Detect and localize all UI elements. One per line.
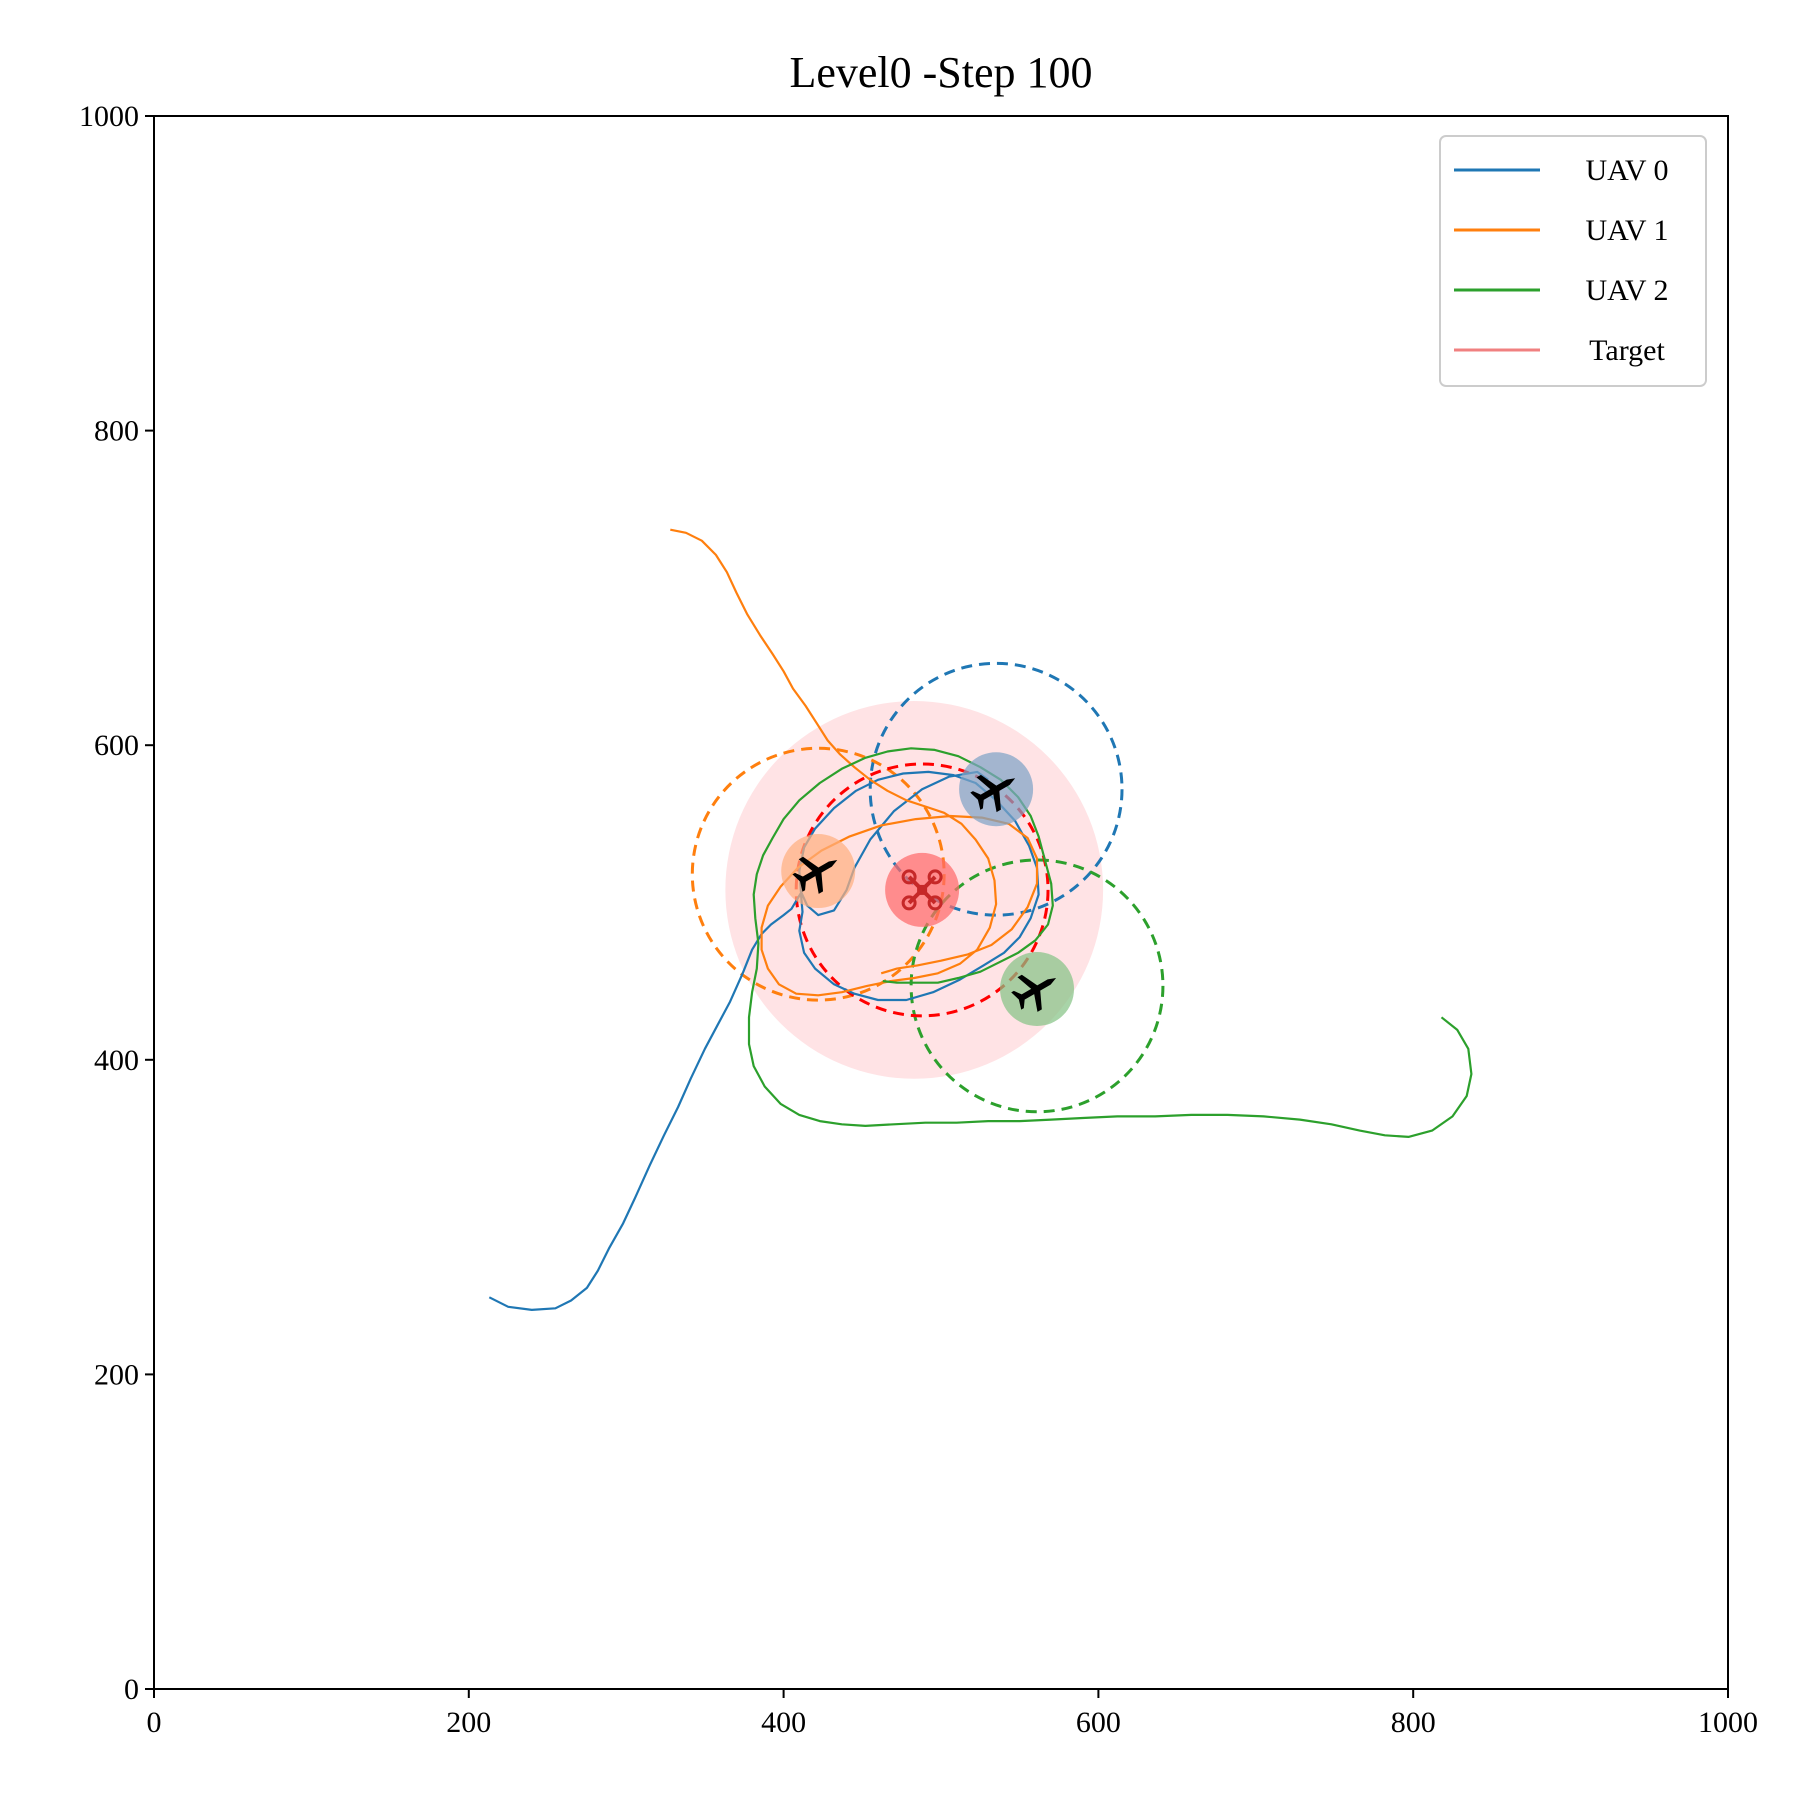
marker-uav-2 xyxy=(1000,952,1075,1027)
legend-entry-uav-1: UAV 1 xyxy=(1454,214,1669,247)
trajectory-uav-1 xyxy=(670,528,1039,997)
y-tick-label: 200 xyxy=(94,1358,139,1391)
position-marker-layer xyxy=(781,752,1075,1027)
legend-label: UAV 0 xyxy=(1585,154,1668,187)
range-circle-uav-2 xyxy=(909,858,1165,1114)
legend-label: UAV 2 xyxy=(1585,274,1668,307)
marker-uav-0 xyxy=(959,752,1034,827)
airplane-icon xyxy=(1011,974,1057,1012)
chart-title: Level0 -Step 100 xyxy=(789,48,1092,97)
legend: UAV 0 UAV 1 UAV 2 Target xyxy=(1439,135,1707,387)
quadcopter-icon xyxy=(901,869,943,911)
legend-label: UAV 1 xyxy=(1585,214,1668,247)
x-tick-label: 400 xyxy=(761,1706,806,1739)
x-tick-label: 200 xyxy=(446,1706,491,1739)
y-tick-label: 800 xyxy=(94,415,139,448)
marker-uav-1 xyxy=(781,834,856,909)
airplane-icon xyxy=(792,856,838,894)
legend-frame xyxy=(1439,135,1707,387)
marker-target xyxy=(885,852,960,927)
axes: 0 200 400 600 800 1000 0 200 400 600 800 1000 xyxy=(79,100,1758,1739)
range-circle-target xyxy=(794,762,1050,1018)
legend-entry-target: Target xyxy=(1454,334,1665,367)
legend-label: Target xyxy=(1589,334,1665,367)
y-tick-label: 400 xyxy=(94,1044,139,1077)
airplane-icon xyxy=(970,774,1016,813)
legend-entry-uav-2: UAV 2 xyxy=(1454,274,1669,307)
x-tick-label: 800 xyxy=(1391,1706,1436,1739)
y-tick-label: 0 xyxy=(124,1673,139,1706)
range-circle-uav-0 xyxy=(868,661,1124,917)
y-tick-label: 600 xyxy=(94,729,139,762)
legend-entry-uav-0: UAV 0 xyxy=(1454,154,1669,187)
plot-frame xyxy=(153,115,1729,1690)
x-tick-label: 1000 xyxy=(1698,1706,1758,1739)
x-tick-label: 0 xyxy=(147,1706,162,1739)
y-tick-label: 1000 xyxy=(79,100,139,133)
trajectory-uav-2 xyxy=(747,747,1473,1138)
x-tick-label: 600 xyxy=(1076,1706,1121,1739)
